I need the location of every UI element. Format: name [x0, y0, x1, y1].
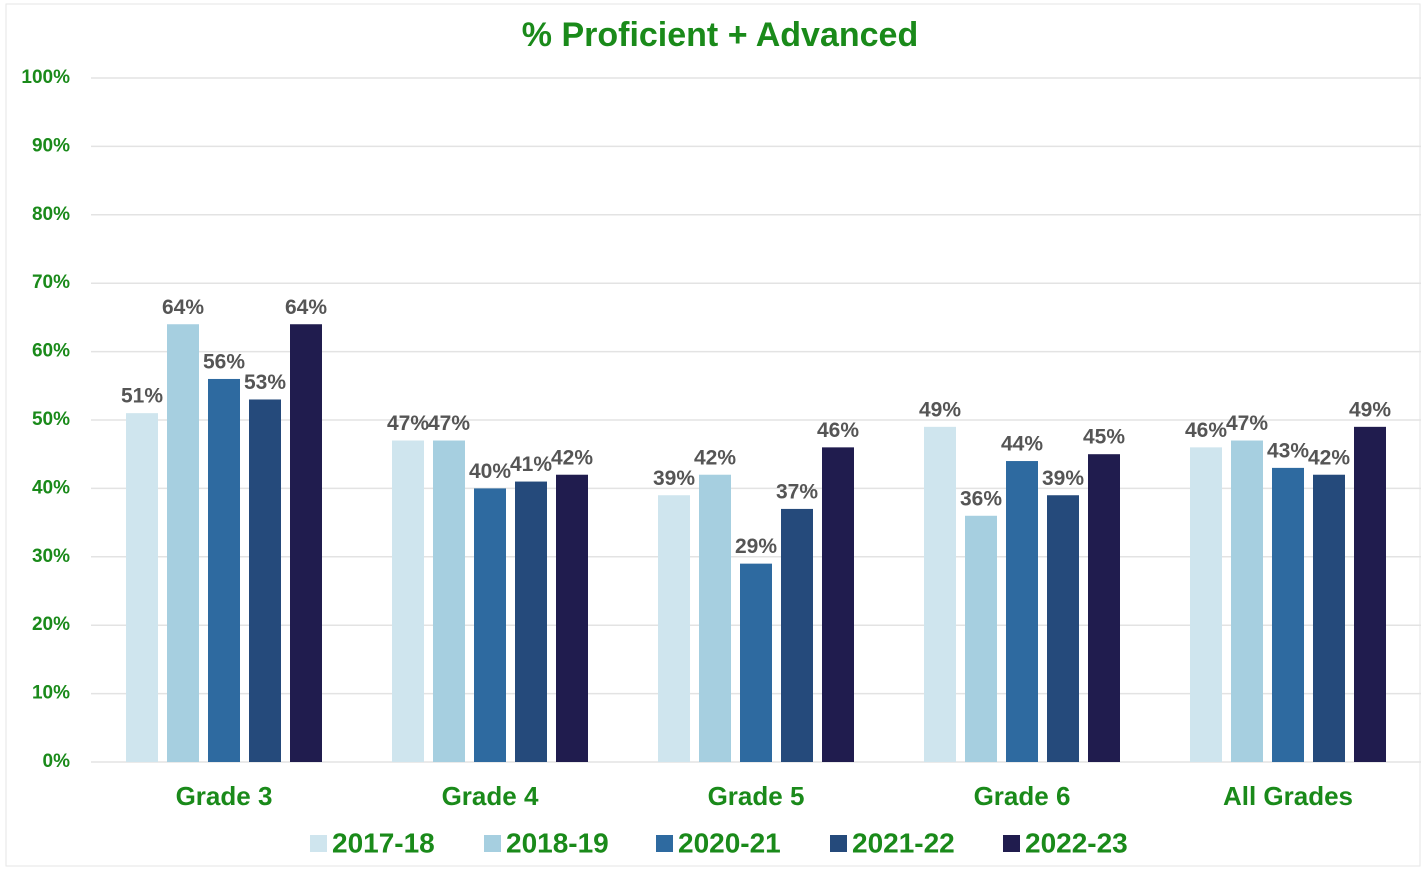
value-label: 53% — [244, 371, 286, 394]
value-label: 42% — [551, 446, 593, 469]
x-tick-label: All Grades — [1223, 781, 1353, 811]
legend-label: 2017-18 — [332, 827, 435, 858]
value-label: 46% — [1185, 419, 1227, 442]
bar — [126, 413, 158, 762]
bar — [781, 508, 813, 762]
legend-label: 2021-22 — [852, 827, 955, 858]
y-tick-label: 90% — [32, 135, 70, 156]
bar — [1231, 440, 1263, 762]
y-tick-label: 100% — [21, 67, 70, 88]
value-label: 36% — [960, 487, 1002, 510]
legend-label: 2020-21 — [678, 827, 781, 858]
bar — [556, 474, 588, 762]
value-label: 45% — [1083, 426, 1125, 449]
y-tick-label: 30% — [32, 546, 70, 567]
value-label: 64% — [162, 296, 204, 319]
value-label: 44% — [1001, 433, 1043, 456]
x-tick-label: Grade 6 — [974, 781, 1071, 811]
bar — [1047, 495, 1079, 762]
value-label: 39% — [653, 467, 695, 490]
value-label: 46% — [817, 419, 859, 442]
x-tick-label: Grade 3 — [176, 781, 273, 811]
value-label: 42% — [694, 446, 736, 469]
value-label: 49% — [1349, 398, 1391, 421]
value-label: 43% — [1267, 439, 1309, 462]
value-label: 39% — [1042, 467, 1084, 490]
bar — [1272, 467, 1304, 762]
bar — [965, 515, 997, 762]
bar — [290, 324, 322, 762]
value-label: 29% — [735, 535, 777, 558]
legend-label: 2022-23 — [1025, 827, 1128, 858]
bar — [1190, 447, 1222, 762]
bar — [658, 495, 690, 762]
y-tick-label: 70% — [32, 272, 70, 293]
legend-swatch — [1003, 835, 1020, 852]
value-label: 47% — [387, 412, 429, 435]
legend-swatch — [484, 835, 501, 852]
x-tick-label: Grade 4 — [442, 781, 539, 811]
legend-label: 2018-19 — [506, 827, 609, 858]
value-label: 47% — [1226, 412, 1268, 435]
y-tick-label: 20% — [32, 614, 70, 635]
value-label: 41% — [510, 453, 552, 476]
bar — [392, 440, 424, 762]
y-tick-label: 50% — [32, 409, 70, 430]
bar — [1313, 474, 1345, 762]
value-label: 49% — [919, 398, 961, 421]
legend-swatch — [830, 835, 847, 852]
legend-swatch — [310, 835, 327, 852]
value-label: 47% — [428, 412, 470, 435]
y-tick-label: 60% — [32, 341, 70, 362]
value-label: 51% — [121, 385, 163, 408]
bar — [1088, 454, 1120, 762]
y-tick-label: 0% — [43, 751, 71, 772]
legend-swatch — [656, 835, 673, 852]
bar — [740, 563, 772, 762]
value-label: 56% — [203, 351, 245, 374]
y-tick-label: 80% — [32, 204, 70, 225]
bar — [167, 324, 199, 762]
y-tick-label: 10% — [32, 683, 70, 704]
value-label: 37% — [776, 480, 818, 503]
value-label: 64% — [285, 296, 327, 319]
x-tick-label: Grade 5 — [708, 781, 805, 811]
bar — [515, 481, 547, 762]
bar — [699, 474, 731, 762]
bar — [1354, 426, 1386, 762]
value-label: 40% — [469, 460, 511, 483]
bar — [249, 399, 281, 762]
bar — [924, 426, 956, 762]
chart-title: % Proficient + Advanced — [522, 16, 918, 54]
bar — [822, 447, 854, 762]
bar — [433, 440, 465, 762]
value-label: 42% — [1308, 446, 1350, 469]
bar — [474, 488, 506, 762]
y-tick-label: 40% — [32, 477, 70, 498]
bar — [1006, 461, 1038, 762]
bar — [208, 378, 240, 762]
